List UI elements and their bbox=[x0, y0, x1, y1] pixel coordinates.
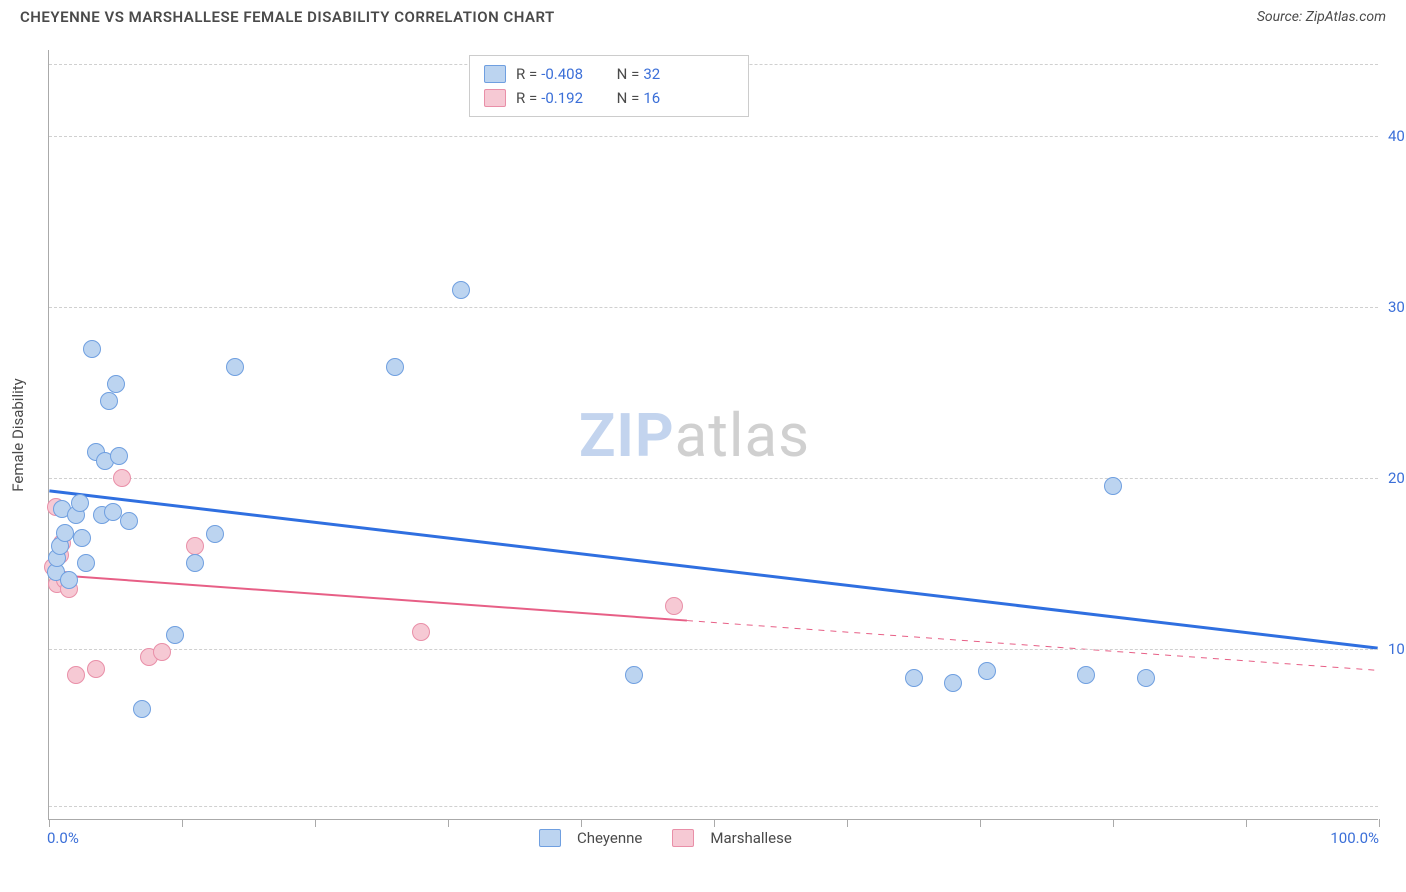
n-value: 32 bbox=[643, 62, 660, 86]
stats-legend-row: R = -0.192 N = 16 bbox=[484, 86, 734, 110]
scatter-point bbox=[412, 623, 430, 641]
x-tick bbox=[847, 819, 848, 827]
plot-area: ZIPatlas 10.0%20.0%30.0%40.0%0.0%100.0%R… bbox=[48, 50, 1378, 820]
scatter-point bbox=[60, 571, 78, 589]
legend-series-name: Cheyenne bbox=[577, 829, 642, 847]
y-tick-label: 20.0% bbox=[1388, 469, 1406, 487]
x-tick bbox=[1379, 819, 1380, 827]
chart-container: Female Disability ZIPatlas 10.0%20.0%30.… bbox=[48, 50, 1378, 820]
y-tick-label: 40.0% bbox=[1388, 127, 1406, 145]
scatter-point bbox=[944, 674, 962, 692]
scatter-point bbox=[1104, 477, 1122, 495]
chart-title: CHEYENNE VS MARSHALLESE FEMALE DISABILIT… bbox=[20, 8, 555, 26]
gridline bbox=[49, 806, 1378, 807]
trend-line-dashed bbox=[687, 621, 1378, 671]
n-label: N = bbox=[609, 86, 639, 110]
series-legend: Cheyenne Marshallese bbox=[539, 829, 812, 847]
trend-line-solid bbox=[49, 575, 687, 621]
r-value: -0.408 bbox=[541, 62, 605, 86]
x-tick bbox=[448, 819, 449, 827]
legend-swatch bbox=[672, 829, 694, 847]
scatter-point bbox=[113, 469, 131, 487]
r-value: -0.192 bbox=[541, 86, 605, 110]
scatter-point bbox=[56, 524, 74, 542]
scatter-point bbox=[665, 597, 683, 615]
trend-line bbox=[49, 491, 1377, 648]
trend-lines bbox=[49, 50, 1378, 819]
gridline bbox=[49, 307, 1378, 308]
watermark-atlas: atlas bbox=[675, 400, 810, 471]
scatter-point bbox=[206, 525, 224, 543]
scatter-point bbox=[100, 392, 118, 410]
scatter-point bbox=[133, 700, 151, 718]
x-tick bbox=[1246, 819, 1247, 827]
x-tick bbox=[182, 819, 183, 827]
scatter-point bbox=[153, 643, 171, 661]
scatter-point bbox=[186, 554, 204, 572]
scatter-point bbox=[110, 447, 128, 465]
x-tick-label: 100.0% bbox=[1330, 829, 1379, 847]
y-tick-label: 30.0% bbox=[1388, 298, 1406, 316]
legend-swatch bbox=[484, 65, 506, 83]
r-label: R = bbox=[516, 86, 537, 110]
legend-series-name: Marshallese bbox=[710, 829, 791, 847]
scatter-point bbox=[67, 666, 85, 684]
x-tick bbox=[980, 819, 981, 827]
legend-swatch bbox=[484, 89, 506, 107]
stats-legend: R = -0.408 N = 32R = -0.192 N = 16 bbox=[469, 55, 749, 117]
gridline bbox=[49, 478, 1378, 479]
x-tick-label: 0.0% bbox=[47, 829, 79, 847]
stats-legend-row: R = -0.408 N = 32 bbox=[484, 62, 734, 86]
x-tick bbox=[1113, 819, 1114, 827]
source-label: Source: ZipAtlas.com bbox=[1257, 9, 1386, 25]
n-value: 16 bbox=[643, 86, 660, 110]
x-tick bbox=[714, 819, 715, 827]
n-label: N = bbox=[609, 62, 639, 86]
scatter-point bbox=[625, 666, 643, 684]
gridline bbox=[49, 649, 1378, 650]
scatter-point bbox=[386, 358, 404, 376]
scatter-point bbox=[166, 626, 184, 644]
scatter-point bbox=[73, 529, 91, 547]
scatter-point bbox=[83, 340, 101, 358]
watermark-zip: ZIP bbox=[579, 400, 675, 471]
scatter-point bbox=[452, 281, 470, 299]
scatter-point bbox=[226, 358, 244, 376]
scatter-point bbox=[120, 512, 138, 530]
x-tick bbox=[315, 819, 316, 827]
y-axis-label: Female Disability bbox=[9, 378, 27, 492]
scatter-point bbox=[87, 660, 105, 678]
watermark: ZIPatlas bbox=[579, 400, 810, 471]
scatter-point bbox=[107, 375, 125, 393]
scatter-point bbox=[71, 494, 89, 512]
legend-swatch bbox=[539, 829, 561, 847]
scatter-point bbox=[1077, 666, 1095, 684]
scatter-point bbox=[905, 669, 923, 687]
x-tick bbox=[581, 819, 582, 827]
y-tick-label: 10.0% bbox=[1388, 640, 1406, 658]
gridline bbox=[49, 136, 1378, 137]
scatter-point bbox=[77, 554, 95, 572]
scatter-point bbox=[1137, 669, 1155, 687]
scatter-point bbox=[978, 662, 996, 680]
x-tick bbox=[49, 819, 50, 827]
scatter-point bbox=[186, 537, 204, 555]
r-label: R = bbox=[516, 62, 537, 86]
